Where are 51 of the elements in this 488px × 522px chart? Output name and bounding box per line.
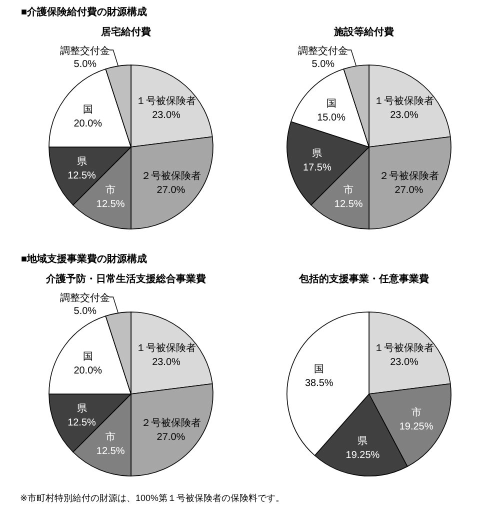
slice-label: １号被保険者 [136, 95, 196, 108]
slice-label: 国 [314, 364, 324, 376]
slice-label: 国 [82, 352, 93, 363]
slice-label: 県 [76, 156, 87, 168]
data-label: 12.5% [334, 199, 363, 210]
data-label: 23.0% [390, 357, 419, 368]
text: ■地域支援事業費の財源構成 [21, 253, 148, 265]
data-label: 23.0% [390, 110, 419, 122]
data-label: 20.0% [74, 118, 102, 130]
slice-label: 調整交付金 [60, 292, 110, 304]
chart-title: 施設等給付費 [333, 26, 394, 38]
data-label: 27.0% [394, 185, 424, 196]
slice-label: ２号被保険者 [140, 170, 201, 182]
slice-label: 県 [358, 436, 368, 447]
slice-label: 国 [82, 104, 93, 116]
data-label: 23.0% [152, 110, 181, 122]
data-label: 5.0% [74, 59, 97, 70]
data-label: 23.0% [152, 357, 181, 368]
data-label: 12.5% [68, 417, 96, 428]
data-label: 12.5% [96, 199, 125, 210]
chart-title: 介護予防・日常生活支援総合事業費 [45, 273, 206, 285]
data-label: 19.25% [346, 450, 380, 461]
text: ※市町村特別給付の財源は、100%第１号被保険者の保険料です。 [20, 493, 285, 503]
data-label: 27.0% [156, 432, 186, 444]
data-label: 27.0% [156, 185, 186, 196]
data-label: 38.5% [304, 378, 334, 390]
data-label: 19.25% [399, 422, 434, 433]
slice-label: ２号被保険者 [140, 417, 201, 430]
slice-label: １号被保険者 [374, 342, 434, 354]
data-label: 17.5% [302, 162, 332, 174]
slice-label: ２号被保険者 [378, 170, 439, 182]
data-label: 20.0% [74, 366, 102, 377]
slice-label: 国 [326, 98, 336, 110]
data-label: 5.0% [312, 59, 335, 70]
chart-title: 包括的支援事業・任意事業費 [298, 273, 429, 285]
data-label: 12.5% [96, 446, 125, 458]
slice-label: 調整交付金 [298, 45, 348, 58]
slice-label: 調整交付金 [60, 45, 110, 58]
slice-label: １号被保険者 [136, 342, 196, 354]
slice-label: 県 [76, 403, 87, 414]
slice-label: 市 [106, 184, 116, 196]
slice-label: １号被保険者 [374, 95, 434, 108]
data-label: 5.0% [74, 306, 97, 318]
slice-label: 市 [106, 431, 116, 444]
slice-label: 県 [312, 148, 322, 160]
chart-title: 居宅給付費 [100, 26, 151, 38]
slice-label: 市 [411, 406, 422, 419]
text: ■介護保険給付費の財源構成 [21, 6, 148, 18]
data-label: 15.0% [317, 112, 346, 124]
slice-label: 市 [344, 184, 354, 196]
data-label: 12.5% [68, 170, 96, 182]
